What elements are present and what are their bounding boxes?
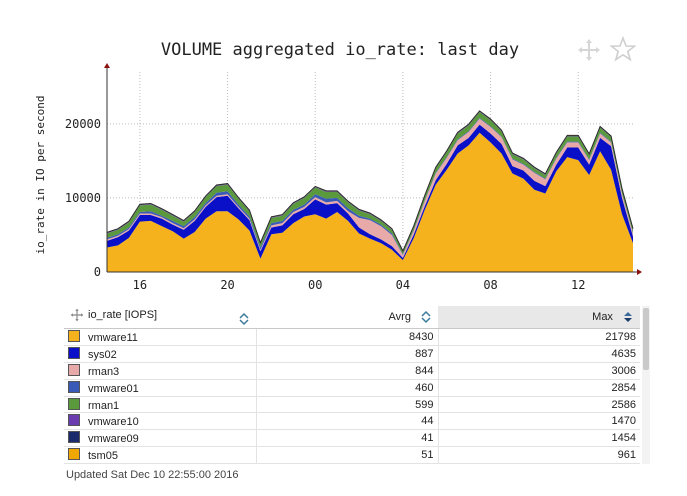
chart-axes: 16 20 00 04 08 12 0 10000 20000 bbox=[65, 63, 642, 290]
x-tick-label: 08 bbox=[483, 278, 497, 290]
legend-row[interactable]: vmware09 41 1454 bbox=[64, 429, 640, 448]
sort-toggle-icon[interactable] bbox=[238, 312, 250, 326]
legend-series-name: vmware01 bbox=[88, 382, 139, 395]
legend-header-row: io_rate [IOPS] Avrg Max bbox=[64, 306, 640, 329]
chart-areas bbox=[106, 110, 634, 272]
legend-series-name: vmware09 bbox=[88, 433, 139, 446]
legend-avg-value: 51 bbox=[255, 446, 438, 465]
legend-color-swatch bbox=[68, 431, 80, 444]
y-axis-label: io_rate in IO per second bbox=[34, 96, 47, 255]
legend-header-max[interactable]: Max bbox=[438, 306, 640, 329]
legend-max-value: 3006 bbox=[437, 362, 640, 380]
sort-descending-icon[interactable] bbox=[622, 310, 634, 324]
legend-series-cell: rman1 bbox=[64, 396, 256, 414]
legend-series-cell: rman3 bbox=[64, 362, 256, 380]
legend-header-avg-label: Avrg bbox=[388, 310, 411, 323]
legend-max-value: 961 bbox=[437, 446, 640, 465]
legend-avg-value: 599 bbox=[255, 396, 438, 414]
legend-header-max-label: Max bbox=[592, 310, 613, 323]
y-axis-arrow-icon bbox=[104, 63, 110, 68]
chart-title: VOLUME aggregated io_rate: last day bbox=[160, 40, 520, 60]
legend-max-value: 2586 bbox=[437, 396, 640, 414]
legend-avg-value: 844 bbox=[255, 362, 438, 380]
legend-series-name: rman3 bbox=[88, 365, 120, 378]
updated-timestamp: Updated Sat Dec 10 22:55:00 2016 bbox=[66, 469, 239, 481]
x-tick-label: 00 bbox=[308, 278, 322, 290]
legend-color-swatch bbox=[68, 414, 80, 427]
legend-header-name[interactable]: io_rate [IOPS] bbox=[64, 306, 256, 329]
legend-row[interactable]: vmware10 44 1470 bbox=[64, 412, 640, 431]
x-axis-arrow-icon bbox=[637, 269, 642, 275]
legend-series-cell: vmware11 bbox=[64, 328, 256, 346]
x-tick-label: 12 bbox=[571, 278, 585, 290]
move-arrows-icon[interactable] bbox=[577, 38, 601, 62]
scrollbar-thumb[interactable] bbox=[643, 308, 649, 370]
legend-max-value: 1454 bbox=[437, 429, 640, 448]
legend-max-value: 4635 bbox=[437, 345, 640, 363]
legend-max-value: 21798 bbox=[437, 328, 640, 346]
legend-series-name: tsm05 bbox=[88, 450, 118, 463]
legend-series-cell: vmware09 bbox=[64, 429, 256, 448]
y-tick-label: 10000 bbox=[65, 191, 101, 205]
legend-row[interactable]: vmware01 460 2854 bbox=[64, 379, 640, 397]
legend-series-cell: sys02 bbox=[64, 345, 256, 363]
legend-table: io_rate [IOPS] Avrg Max vmware11 8430 2179… bbox=[64, 306, 640, 465]
x-tick-label: 16 bbox=[133, 278, 147, 290]
legend-series-name: rman1 bbox=[88, 399, 120, 412]
legend-avg-value: 41 bbox=[255, 429, 438, 448]
legend-color-swatch bbox=[68, 363, 80, 376]
move-arrows-icon[interactable] bbox=[70, 308, 84, 322]
series-area-vmware11 bbox=[107, 132, 633, 272]
total-outline bbox=[106, 110, 634, 253]
legend-row[interactable]: sys02 887 4635 bbox=[64, 345, 640, 363]
legend-series-cell: tsm05 bbox=[64, 446, 256, 465]
legend-color-swatch bbox=[68, 329, 80, 342]
legend-series-name: vmware11 bbox=[88, 331, 138, 344]
legend-max-value: 2854 bbox=[437, 379, 640, 397]
sort-toggle-icon[interactable] bbox=[420, 310, 432, 324]
legend-series-cell: vmware01 bbox=[64, 379, 256, 397]
legend-row[interactable]: rman1 599 2586 bbox=[64, 396, 640, 414]
legend-color-swatch bbox=[68, 397, 80, 410]
y-tick-label: 20000 bbox=[65, 117, 101, 131]
x-tick-label: 20 bbox=[220, 278, 234, 290]
legend-series-name: sys02 bbox=[88, 348, 117, 361]
x-tick-label: 04 bbox=[396, 278, 410, 290]
y-tick-label: 0 bbox=[94, 265, 101, 279]
legend-avg-value: 887 bbox=[255, 345, 438, 363]
legend-avg-value: 44 bbox=[255, 412, 438, 431]
legend-scrollbar[interactable] bbox=[642, 306, 650, 464]
legend-row[interactable]: tsm05 51 961 bbox=[64, 446, 640, 465]
legend-max-value: 1470 bbox=[437, 412, 640, 431]
legend-row[interactable]: vmware11 8430 21798 bbox=[64, 328, 640, 346]
star-icon[interactable] bbox=[610, 36, 636, 62]
legend-header-avg[interactable]: Avrg bbox=[256, 306, 438, 329]
legend-header-name-label: io_rate [IOPS] bbox=[88, 308, 158, 321]
legend-avg-value: 460 bbox=[255, 379, 438, 397]
legend-series-name: vmware10 bbox=[88, 416, 139, 429]
legend-table-container: io_rate [IOPS] Avrg Max vmware11 8430 2179… bbox=[64, 306, 652, 465]
legend-series-cell: vmware10 bbox=[64, 412, 256, 431]
legend-color-swatch bbox=[68, 346, 80, 359]
series-area-rman3 bbox=[107, 118, 633, 258]
legend-color-swatch bbox=[68, 380, 80, 393]
io-rate-chart: 16 20 00 04 08 12 0 10000 20000 io_rate in IO pe… bbox=[34, 63, 642, 290]
legend-color-swatch bbox=[68, 448, 80, 461]
legend-avg-value: 8430 bbox=[255, 328, 438, 346]
legend-row[interactable]: rman3 844 3006 bbox=[64, 362, 640, 380]
